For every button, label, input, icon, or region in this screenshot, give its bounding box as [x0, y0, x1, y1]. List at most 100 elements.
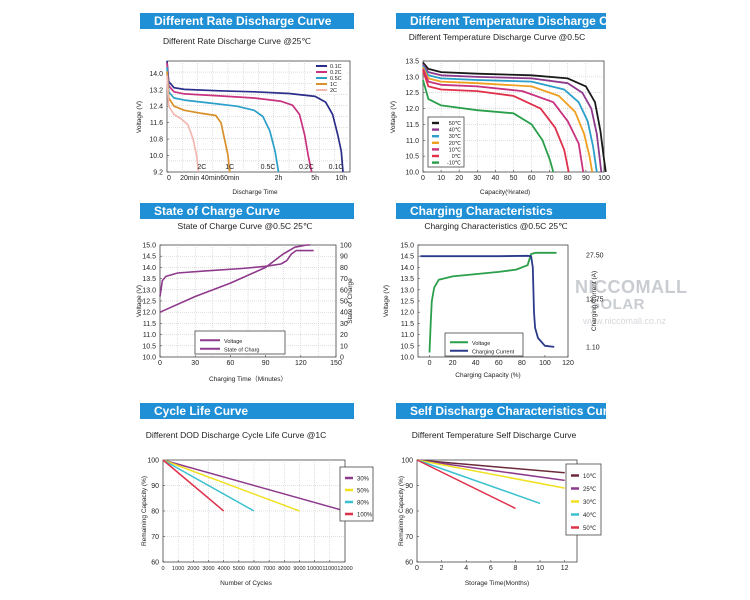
temp-chart-title: Different Temperature Discharge Curve @0…: [409, 32, 586, 42]
self-legend-label: 10℃: [583, 474, 597, 480]
self-y-tick-label: 80: [405, 509, 413, 516]
rate-curve-label: 1C: [225, 164, 234, 171]
charging-legend-label: Charging Current: [472, 349, 515, 355]
soc-y2-tick-label: 50: [340, 299, 348, 306]
temp-y-axis-label: Voltage (V): [390, 101, 397, 133]
charging-y2-axis-label: Charging Current (A): [591, 271, 598, 331]
soc-chart-title: State of Charge Curve @0.5C 25℃: [178, 221, 313, 231]
rate-y-tick-label: 10.8: [149, 137, 163, 144]
self-x-tick-label: 6: [489, 565, 493, 572]
rate-curve-label: 0.5C: [261, 164, 276, 171]
self-x-tick-label: 0: [415, 565, 419, 572]
cycle-legend-label: 30%: [357, 477, 370, 483]
rate-legend-label: 2C: [330, 88, 337, 94]
cycle-x-tick-label: 7000: [263, 566, 275, 572]
self-series-line-50℃: [416, 459, 516, 510]
rate-x-axis-label: Discharge Time: [232, 189, 278, 196]
cycle-y-tick-label: 100: [147, 458, 159, 465]
self-y-tick-label: 60: [405, 560, 413, 567]
soc-y2-tick-label: 90: [340, 254, 348, 261]
rate-y-tick-label: 11.6: [150, 120, 163, 127]
banner-self-discharge: Self Discharge Characteristics Curve: [396, 403, 606, 419]
charging-y-tick-label: 14.5: [400, 254, 414, 261]
charging-y2-tick-label: 13.75: [586, 297, 604, 304]
rate-series-line-0.5C: [166, 67, 280, 173]
charging-x-tick-label: 40: [472, 360, 480, 367]
soc-y2-tick-label: 10: [340, 343, 348, 350]
temp-series-line-50℃: [422, 62, 607, 173]
soc-y2-tick-label: 100: [340, 243, 352, 250]
rate-x-tick-label: 60min: [220, 175, 239, 182]
cycle-legend-label: 100%: [357, 513, 373, 519]
soc-y2-tick-label: 20: [340, 332, 348, 339]
rate-x-tick-label: 40min: [201, 175, 220, 182]
cycle-series-line-30%: [162, 459, 346, 512]
soc-y-tick-label: 13.5: [142, 276, 156, 283]
temp-y-tick-label: 11.0: [406, 138, 419, 145]
soc-y-tick-label: 11.0: [143, 332, 156, 339]
cycle-legend-label: 50%: [357, 489, 370, 495]
temp-x-tick-label: 20: [455, 175, 463, 182]
soc-y-tick-label: 14.0: [142, 265, 156, 272]
cycle-x-tick-label: 6000: [248, 566, 260, 572]
charging-y-tick-label: 13.5: [400, 276, 414, 283]
temp-legend-label: 40℃: [449, 128, 462, 134]
temp-x-tick-label: 90: [582, 175, 590, 182]
rate-x-tick-label: 20min: [180, 175, 199, 182]
self-series-line-25℃: [416, 459, 565, 482]
charging-legend-label: Voltage: [472, 341, 490, 347]
temp-x-tick-label: 100: [598, 175, 610, 182]
rate-y-tick-label: 14.0: [149, 71, 163, 78]
rate-curve-label: 2C: [197, 164, 206, 171]
cycle-y-tick-label: 70: [151, 534, 159, 541]
cycle-y-axis-label: Remaining Capacity (%): [141, 476, 148, 546]
soc-y2-tick-label: 30: [340, 321, 348, 328]
banner-cycle-life: Cycle Life Curve: [140, 403, 354, 419]
charging-y-tick-label: 12.0: [400, 310, 414, 317]
soc-x-tick-label: 150: [330, 360, 342, 367]
temp-x-tick-label: 60: [528, 175, 536, 182]
charging-y-tick-label: 15.0: [400, 243, 414, 250]
soc-series-line-State of Charge: [159, 244, 311, 313]
self-series-line-30℃: [416, 459, 565, 489]
rate-series-line-0.2C: [166, 63, 313, 173]
rate-x-tick-label: 2h: [275, 175, 283, 182]
temp-x-tick-label: 10: [437, 175, 445, 182]
temp-y-tick-label: 13.0: [405, 74, 419, 81]
soc-series-line-Voltage: [159, 249, 314, 297]
rate-y-tick-label: 13.2: [149, 87, 163, 94]
soc-y-tick-label: 10.0: [142, 355, 156, 362]
charging-y-tick-label: 11.0: [401, 332, 414, 339]
rate-curve-label: 0.1C: [329, 164, 344, 171]
charging-x-tick-label: 20: [449, 360, 457, 367]
charging-x-tick-label: 120: [562, 360, 574, 367]
temp-x-tick-label: 0: [421, 175, 425, 182]
temp-y-tick-label: 12.5: [405, 90, 419, 97]
soc-y-tick-label: 12.5: [142, 299, 156, 306]
temp-legend-label: 50℃: [449, 121, 462, 127]
temp-x-tick-label: 50: [510, 175, 518, 182]
rate-legend-label: 1C: [330, 82, 337, 88]
rate-y-tick-label: 10.0: [149, 153, 163, 160]
self-x-axis-label: Storage Time(Months): [465, 580, 529, 587]
charging-y2-tick-label: 1.10: [586, 345, 600, 352]
temp-legend-label: 20℃: [449, 141, 462, 147]
cycle-x-tick-label: 11000: [322, 566, 337, 572]
cycle-y-tick-label: 90: [151, 483, 159, 490]
temp-x-tick-label: 70: [546, 175, 554, 182]
charging-y-tick-label: 10.5: [400, 343, 414, 350]
soc-x-tick-label: 0: [158, 360, 162, 367]
self-x-tick-label: 8: [514, 565, 518, 572]
temp-y-tick-label: 13.5: [405, 59, 419, 66]
temp-y-tick-label: 12.0: [405, 106, 419, 113]
self-x-tick-label: 10: [536, 565, 544, 572]
temp-series-line-10℃: [422, 68, 585, 173]
temp-legend-label: -10℃: [447, 161, 462, 167]
cycle-x-tick-label: 3000: [202, 566, 214, 572]
temp-y-tick-label: 11.5: [406, 122, 419, 129]
soc-y-tick-label: 13.0: [142, 287, 156, 294]
self-x-tick-label: 2: [440, 565, 444, 572]
charging-x-tick-label: 60: [495, 360, 503, 367]
temp-series-line-30℃: [422, 65, 598, 173]
charging-y-tick-label: 11.5: [401, 321, 414, 328]
